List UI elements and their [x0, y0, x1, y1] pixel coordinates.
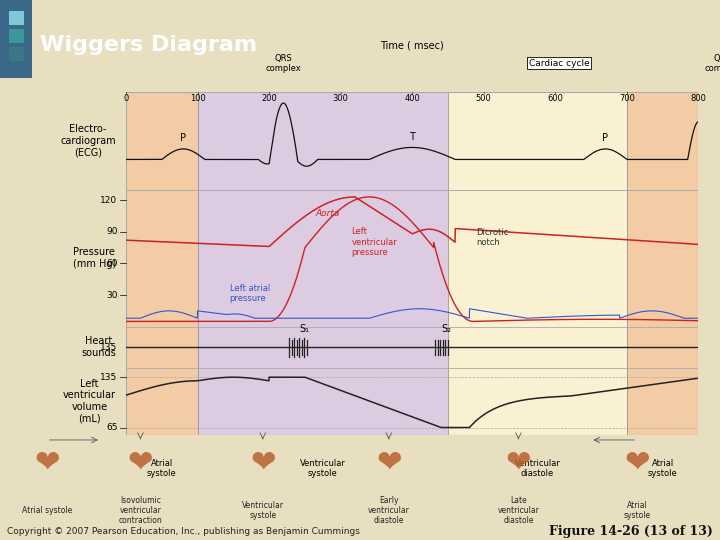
- Text: Copyright © 2007 Pearson Education, Inc., publishing as Benjamin Cummings: Copyright © 2007 Pearson Education, Inc.…: [7, 527, 360, 536]
- Text: T: T: [409, 132, 415, 142]
- Text: Dicrotic
notch: Dicrotic notch: [477, 227, 509, 247]
- Text: ❤: ❤: [127, 450, 153, 478]
- Text: Wiggers Diagram: Wiggers Diagram: [40, 36, 257, 56]
- Text: Electro-
cardiogram
(ECG): Electro- cardiogram (ECG): [60, 124, 116, 157]
- Text: Isovolumic
ventricular
contraction: Isovolumic ventricular contraction: [119, 496, 162, 525]
- Bar: [126, 92, 197, 435]
- Text: QRS
complex: QRS complex: [266, 53, 301, 73]
- Text: Ventricular
diastole: Ventricular diastole: [515, 458, 560, 478]
- Text: 60: 60: [106, 259, 117, 268]
- Text: Ventricular
systole: Ventricular systole: [300, 458, 346, 478]
- Text: Late
ventricular
diastole: Late ventricular diastole: [498, 496, 539, 525]
- Text: ❤: ❤: [250, 450, 276, 478]
- Bar: [0, 0, 32, 78]
- Text: 700: 700: [619, 93, 635, 103]
- Text: Ventricular
systole: Ventricular systole: [242, 501, 284, 520]
- Text: 100: 100: [189, 93, 205, 103]
- Text: Atrial
systole: Atrial systole: [147, 458, 176, 478]
- Text: Cardiac cycle: Cardiac cycle: [528, 59, 589, 68]
- Text: QRS
complex: QRS complex: [704, 53, 720, 73]
- Text: Atrial
systole: Atrial systole: [624, 501, 651, 520]
- Text: Left
ventricular
pressure: Left ventricular pressure: [351, 227, 397, 257]
- Bar: [9, 11, 24, 25]
- Text: 400: 400: [405, 93, 420, 103]
- Text: 135: 135: [100, 343, 117, 352]
- Text: P: P: [180, 133, 186, 143]
- Text: 90: 90: [106, 227, 117, 236]
- Text: Left atrial
pressure: Left atrial pressure: [230, 284, 270, 303]
- Text: 300: 300: [333, 93, 348, 103]
- Bar: [9, 29, 24, 43]
- Text: 135: 135: [100, 373, 117, 382]
- Text: Heart
sounds: Heart sounds: [81, 336, 116, 358]
- Text: Atrial systole: Atrial systole: [22, 506, 72, 515]
- Text: Early
ventricular
diastole: Early ventricular diastole: [368, 496, 410, 525]
- Text: Left
ventricular
volume
(mL): Left ventricular volume (mL): [63, 379, 116, 424]
- Text: 500: 500: [476, 93, 492, 103]
- Text: Atrial
systole: Atrial systole: [648, 458, 678, 478]
- Text: 800: 800: [690, 93, 706, 103]
- Text: S₁: S₁: [300, 323, 310, 334]
- Text: 30: 30: [106, 291, 117, 300]
- Text: 200: 200: [261, 93, 277, 103]
- Bar: [448, 92, 627, 435]
- Text: P: P: [603, 133, 608, 143]
- Text: 600: 600: [547, 93, 563, 103]
- Text: ❤: ❤: [505, 450, 531, 478]
- Text: ❤: ❤: [624, 450, 650, 478]
- Text: Figure 14-26 (13 of 13): Figure 14-26 (13 of 13): [549, 525, 713, 538]
- Text: Aorta: Aorta: [315, 209, 340, 218]
- Text: Time ( msec): Time ( msec): [380, 40, 444, 51]
- Text: 120: 120: [100, 195, 117, 205]
- Text: 0: 0: [123, 93, 129, 103]
- Text: 65: 65: [106, 423, 117, 432]
- Text: ❤: ❤: [34, 450, 60, 478]
- Text: S₂: S₂: [441, 323, 451, 334]
- Text: ❤: ❤: [376, 450, 402, 478]
- Bar: [9, 47, 24, 61]
- Bar: [197, 92, 448, 435]
- Bar: [627, 92, 698, 435]
- Text: Pressure
(mm Hg): Pressure (mm Hg): [73, 247, 116, 269]
